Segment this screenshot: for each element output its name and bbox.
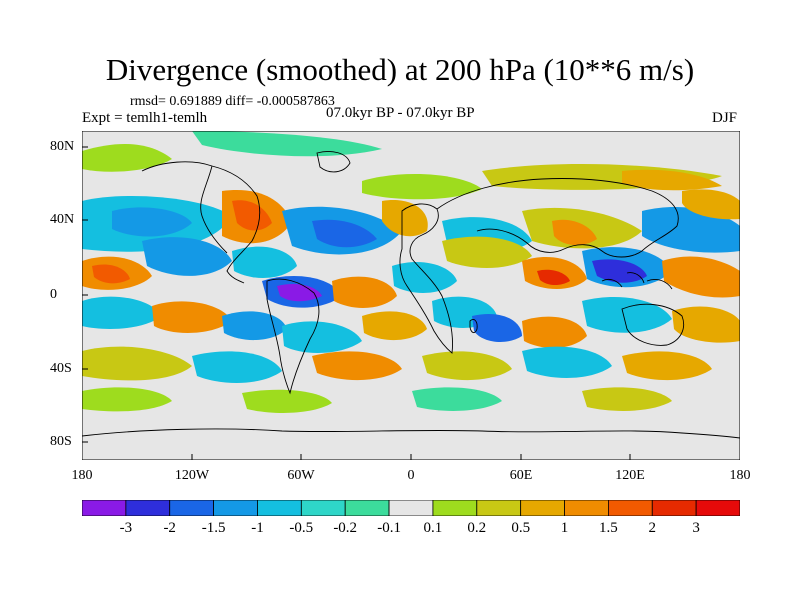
stats-label: rmsd= 0.691889 diff= -0.000587863 bbox=[130, 94, 335, 109]
colorbar-label: -0.2 bbox=[333, 520, 358, 536]
lat-label-40n: 40N bbox=[50, 212, 75, 227]
colorbar-swatch bbox=[344, 500, 390, 516]
colorbar-swatch bbox=[608, 500, 653, 516]
colorbar-swatch bbox=[125, 500, 171, 516]
colorbar-label: 0.5 bbox=[511, 520, 531, 536]
colorbar-label: 2 bbox=[648, 520, 657, 536]
lon-label-120w: 120W bbox=[174, 468, 210, 483]
lon-label-60w: 60W bbox=[287, 468, 315, 483]
lon-label-180w: 180 bbox=[71, 468, 93, 483]
map-ticks bbox=[82, 146, 631, 460]
colorbar-label: -3 bbox=[119, 520, 133, 536]
colorbar-swatch bbox=[388, 500, 434, 516]
colorbar-label: 1.5 bbox=[599, 520, 618, 536]
colorbar-label: -0.5 bbox=[289, 520, 314, 536]
colorbar-swatch bbox=[257, 500, 302, 516]
colorbar-swatch bbox=[300, 500, 346, 516]
season-label: DJF bbox=[712, 110, 738, 126]
colorbar-swatch bbox=[432, 500, 478, 516]
lon-label-0: 0 bbox=[407, 468, 415, 483]
lon-label-60e: 60E bbox=[509, 468, 533, 483]
divergence-field bbox=[82, 131, 740, 413]
colorbar-swatch bbox=[520, 500, 565, 516]
colorbar-label: 1 bbox=[560, 520, 569, 536]
colorbar-swatch bbox=[651, 500, 697, 516]
colorbar-swatch bbox=[169, 500, 215, 516]
colorbar-swatch bbox=[476, 500, 522, 516]
lon-label-120e: 120E bbox=[615, 468, 645, 483]
chart-title: Divergence (smoothed) at 200 hPa (10**6 … bbox=[105, 52, 695, 87]
divergence-map bbox=[82, 131, 740, 460]
colorbar-swatch bbox=[213, 500, 258, 516]
lat-label-0: 0 bbox=[50, 287, 57, 302]
lat-label-80n: 80N bbox=[50, 139, 75, 154]
colorbar-label: -1.5 bbox=[201, 520, 226, 536]
experiment-label: Expt = temlh1-temlh bbox=[82, 110, 208, 126]
colorbar-label: -2 bbox=[163, 520, 176, 536]
colorbar bbox=[82, 500, 740, 516]
colorbar-swatch bbox=[695, 500, 740, 516]
colorbar-swatch bbox=[82, 500, 127, 516]
colorbar-label: -0.1 bbox=[377, 520, 401, 536]
colorbar-label: -1 bbox=[251, 520, 264, 536]
colorbar-label: 0.2 bbox=[467, 520, 487, 536]
coastlines bbox=[82, 151, 740, 439]
colorbar-swatch bbox=[564, 500, 609, 516]
lon-label-180e: 180 bbox=[729, 468, 751, 483]
lat-label-80s: 80S bbox=[50, 434, 72, 449]
colorbar-label: 3 bbox=[692, 520, 700, 536]
colorbar-label: 0.1 bbox=[423, 520, 443, 536]
period-label: 07.0kyr BP - 07.0kyr BP bbox=[326, 105, 475, 121]
lat-label-40s: 40S bbox=[50, 361, 72, 376]
